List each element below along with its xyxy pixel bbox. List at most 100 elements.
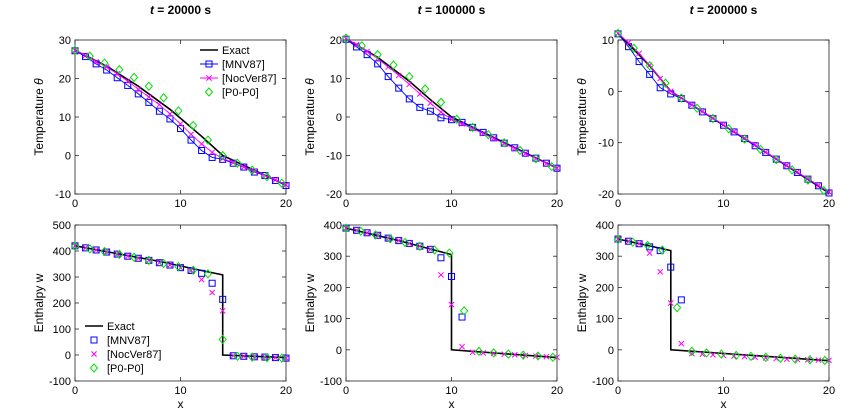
point-nocver87 — [166, 110, 173, 117]
point-mnv87 — [92, 246, 100, 254]
point-nocver87 — [815, 357, 822, 364]
y-tick-label: 100 — [324, 314, 342, 326]
point-p0-p0 — [658, 245, 667, 255]
y-axis-label: Enthalpy w — [32, 273, 46, 332]
point-p0-p0 — [70, 241, 80, 252]
point-nocver87 — [209, 289, 216, 296]
point-p0-p0 — [248, 352, 257, 362]
point-p0-p0 — [115, 64, 124, 75]
point-nocver87 — [156, 101, 163, 108]
point-p0-p0 — [415, 241, 425, 251]
point-mnv87 — [646, 70, 654, 78]
legend: Exact [MNV87] [NocVer87] [P0-P0] — [85, 321, 161, 375]
point-nocver87 — [437, 271, 444, 278]
point-p0-p0 — [468, 122, 477, 133]
panel-3: 0 10 20 -20 -10 0 10 t = 200000 s Temperature θ — [575, 3, 835, 210]
point-nocver87 — [636, 240, 643, 247]
x-axis-label: x — [449, 397, 455, 411]
point-p0-p0 — [174, 106, 183, 116]
point-nocver87 — [731, 353, 738, 359]
point-p0-p0 — [277, 353, 286, 363]
point-mnv87 — [783, 162, 791, 170]
point-mnv87 — [177, 125, 184, 133]
point-p0-p0 — [373, 49, 382, 60]
point-mnv87 — [437, 254, 445, 262]
point-p0-p0 — [262, 171, 272, 182]
point-p0-p0 — [500, 138, 509, 148]
point-nocver87 — [209, 149, 216, 156]
y-tick-label: 300 — [596, 251, 614, 263]
point-mnv87 — [113, 250, 121, 258]
point-p0-p0 — [776, 353, 785, 363]
point-nocver87 — [114, 251, 121, 258]
point-mnv87 — [134, 254, 142, 262]
point-nocver87 — [93, 247, 100, 253]
point-mnv87 — [145, 98, 153, 106]
point-nocver87 — [522, 352, 529, 359]
point-mnv87 — [187, 136, 195, 144]
y-tick-label: 0 — [608, 86, 614, 98]
point-mnv87 — [490, 134, 498, 142]
point-nocver87 — [395, 72, 402, 79]
point-mnv87 — [458, 313, 466, 321]
point-nocver87 — [240, 164, 247, 171]
point-p0-p0 — [85, 244, 94, 254]
x-tick-label: 20 — [280, 198, 292, 210]
legend-marker — [89, 363, 99, 373]
y-tick-label: 0 — [65, 350, 71, 362]
point-mnv87 — [82, 244, 90, 252]
point-mnv87 — [542, 159, 550, 167]
panel-title: t = 200000 s — [690, 3, 758, 17]
point-p0-p0 — [724, 124, 733, 134]
point-mnv87 — [103, 248, 111, 256]
point-nocver87 — [699, 108, 706, 115]
y-tick-label: 0 — [65, 151, 71, 163]
point-p0-p0 — [761, 352, 770, 363]
point-p0-p0 — [188, 120, 198, 131]
point-p0-p0 — [819, 185, 828, 196]
point-mnv87 — [426, 107, 434, 115]
point-mnv87 — [635, 58, 643, 66]
y-tick-label: -20 — [326, 189, 342, 201]
y-tick-label: 10 — [602, 35, 614, 47]
y-axis-label: Enthalpy w — [303, 273, 317, 332]
point-p0-p0 — [436, 97, 446, 108]
legend-label: [MNV87] — [107, 335, 150, 347]
point-p0-p0 — [159, 92, 168, 103]
point-nocver87 — [448, 301, 455, 308]
point-mnv87 — [353, 226, 361, 234]
point-nocver87 — [251, 167, 258, 174]
point-nocver87 — [437, 109, 444, 115]
point-p0-p0 — [341, 33, 351, 43]
point-mnv87 — [155, 259, 163, 267]
x-tick-label: 10 — [717, 198, 729, 210]
point-nocver87 — [114, 70, 121, 77]
point-mnv87 — [92, 60, 100, 68]
point-p0-p0 — [129, 252, 139, 262]
point-p0-p0 — [203, 269, 213, 279]
point-p0-p0 — [613, 28, 623, 39]
y-tick-label: 30 — [59, 35, 71, 47]
point-mnv87 — [113, 74, 121, 82]
point-nocver87 — [166, 262, 173, 268]
point-nocver87 — [646, 250, 653, 257]
y-tick-label: 200 — [324, 282, 342, 294]
point-mnv87 — [187, 267, 195, 274]
point-p0-p0 — [661, 78, 670, 88]
x-tick-label: 0 — [72, 385, 78, 397]
point-mnv87 — [134, 90, 142, 98]
point-mnv87 — [677, 296, 685, 304]
point-nocver87 — [783, 162, 790, 169]
point-mnv87 — [166, 261, 174, 269]
point-nocver87 — [219, 307, 226, 314]
point-p0-p0 — [787, 165, 797, 175]
point-mnv87 — [448, 272, 455, 280]
y-tick-label: -100 — [320, 376, 342, 388]
point-p0-p0 — [174, 261, 183, 272]
point-mnv87 — [426, 245, 434, 253]
point-mnv87 — [219, 295, 227, 303]
x-tick-label: 0 — [343, 385, 349, 397]
point-mnv87 — [825, 189, 833, 197]
